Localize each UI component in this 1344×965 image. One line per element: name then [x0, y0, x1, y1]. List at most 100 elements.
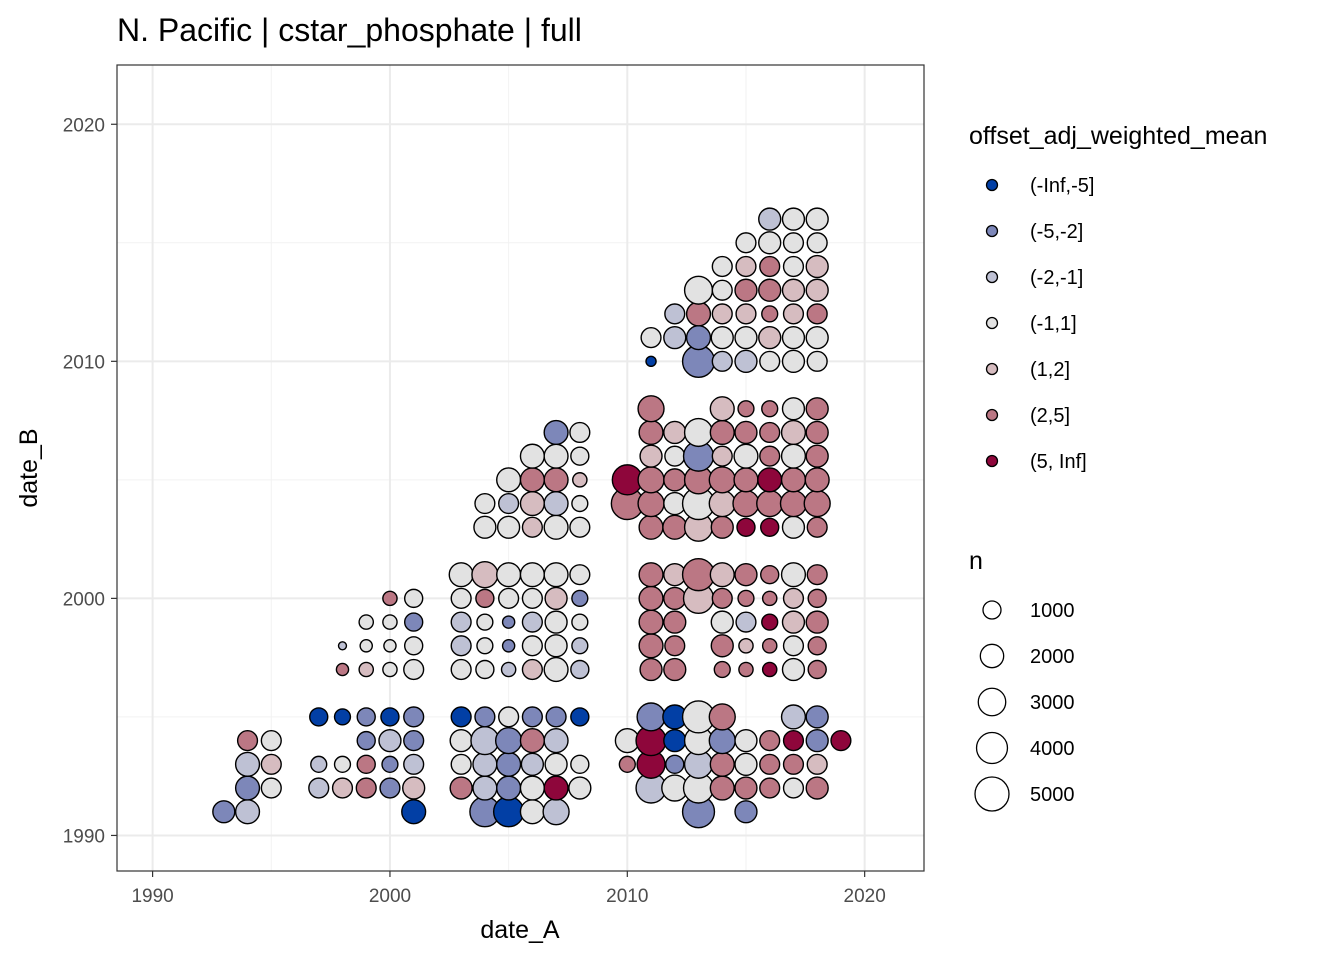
data-point	[734, 420, 758, 445]
data-point	[638, 419, 664, 446]
data-point	[475, 588, 495, 609]
data-point	[780, 562, 807, 588]
data-point	[638, 514, 664, 540]
data-point	[403, 658, 425, 681]
x-tick-label: 1990	[131, 886, 173, 907]
data-point	[640, 327, 662, 349]
data-point	[782, 635, 805, 657]
data-point	[782, 753, 805, 775]
data-point	[496, 775, 522, 801]
data-point	[638, 633, 664, 659]
data-point	[501, 615, 516, 629]
size-legend-label: 2000	[1030, 646, 1075, 668]
data-point	[805, 420, 829, 445]
data-point	[571, 589, 589, 608]
data-point	[761, 305, 779, 323]
data-point	[543, 467, 569, 493]
data-point	[761, 661, 778, 678]
data-point	[758, 325, 782, 350]
data-point	[710, 515, 734, 539]
data-point	[618, 755, 636, 773]
data-point	[804, 467, 830, 493]
data-point	[380, 707, 400, 727]
data-point	[356, 754, 376, 775]
data-point	[570, 707, 590, 727]
data-point	[663, 420, 687, 445]
data-point	[780, 443, 807, 469]
data-point	[760, 564, 780, 585]
data-point	[474, 492, 496, 515]
data-point	[501, 639, 516, 653]
data-point	[781, 397, 806, 421]
data-point	[543, 514, 569, 540]
data-point	[496, 562, 522, 588]
data-point	[403, 730, 425, 752]
data-point	[663, 657, 687, 682]
data-point	[358, 661, 375, 678]
data-point	[805, 444, 829, 468]
data-point	[310, 755, 328, 773]
data-point	[665, 754, 685, 775]
data-point	[519, 775, 545, 801]
data-point	[359, 639, 373, 653]
data-point	[710, 610, 734, 634]
data-point	[544, 634, 568, 658]
data-point	[492, 796, 525, 828]
data-point	[403, 706, 425, 728]
y-tick-label: 2000	[63, 589, 105, 610]
data-point	[496, 515, 521, 539]
data-point	[663, 610, 687, 634]
legend-label: (-Inf,-5]	[1030, 175, 1094, 197]
data-point	[260, 777, 282, 799]
data-point	[780, 467, 807, 493]
data-point	[805, 728, 829, 753]
data-point	[637, 395, 665, 423]
data-point	[738, 661, 754, 678]
data-point	[759, 777, 781, 799]
data-point	[471, 561, 499, 589]
data-point	[333, 708, 352, 726]
data-point	[781, 278, 806, 302]
data-point	[638, 585, 664, 611]
data-point	[734, 800, 758, 824]
data-points	[212, 207, 852, 829]
data-point	[519, 490, 545, 517]
data-point	[474, 706, 496, 728]
data-point	[234, 775, 261, 801]
data-point	[663, 468, 687, 492]
data-point	[381, 755, 399, 773]
legend-key-0	[985, 178, 999, 192]
data-point	[521, 635, 543, 657]
data-point	[709, 775, 735, 801]
data-point	[711, 303, 733, 325]
data-point	[806, 303, 828, 325]
size-legend: 1000 2000 3000 4000 5000	[974, 600, 1075, 812]
data-point	[663, 325, 687, 350]
data-point	[450, 611, 472, 633]
x-axis-title: date_A	[480, 916, 560, 944]
data-point	[663, 586, 687, 611]
data-point	[309, 707, 329, 727]
data-point	[543, 490, 569, 517]
data-point	[358, 614, 375, 630]
legend-key-3	[985, 316, 999, 330]
data-point	[519, 562, 545, 588]
x-tick-label: 2010	[606, 886, 648, 907]
data-point	[476, 613, 494, 631]
data-point	[734, 278, 758, 302]
data-point	[807, 636, 827, 656]
data-point	[331, 777, 354, 799]
data-point	[570, 659, 590, 680]
data-point	[637, 489, 665, 518]
data-point	[260, 753, 282, 775]
data-point	[308, 777, 330, 799]
data-point	[708, 703, 736, 731]
data-point	[711, 279, 733, 301]
data-point	[543, 775, 569, 801]
data-point	[476, 637, 494, 655]
data-point	[685, 301, 712, 327]
data-point	[782, 303, 805, 325]
data-point	[758, 231, 782, 255]
data-point	[236, 730, 259, 752]
data-point	[806, 350, 828, 372]
